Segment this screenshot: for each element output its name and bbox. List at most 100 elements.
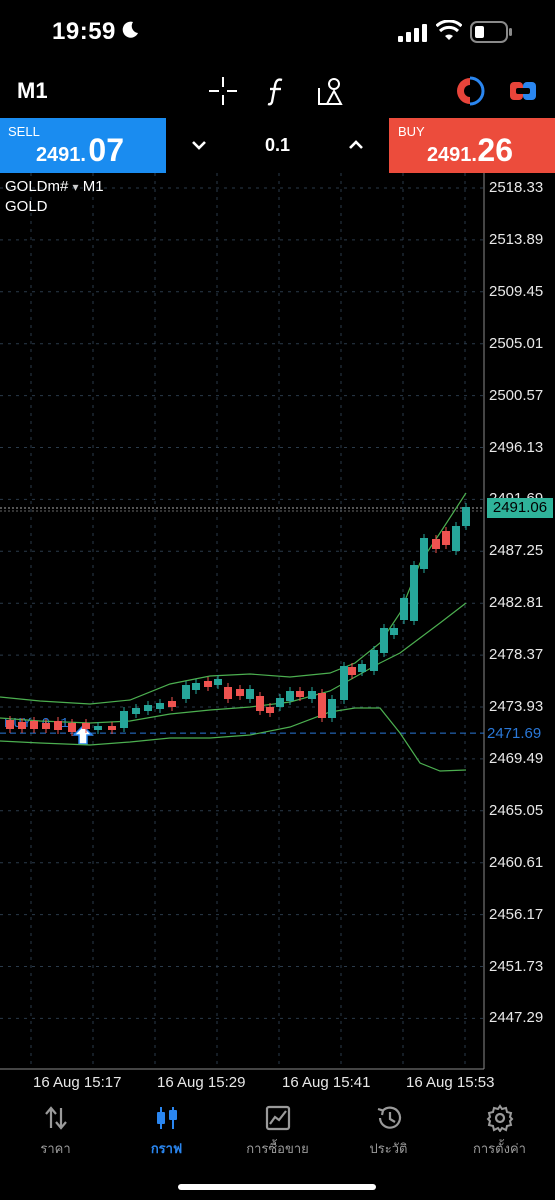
nav-quotes[interactable]: ราคา <box>0 1098 111 1168</box>
candle <box>224 687 232 699</box>
nav-trade-label: การซื้อขาย <box>246 1141 309 1156</box>
nav-chart-label: กราฟ <box>150 1141 183 1156</box>
trade-bar: SELL 2491. 07 0.1 BUY 2491. 26 <box>0 118 555 173</box>
lot-value[interactable]: 0.1 <box>264 135 291 155</box>
wifi-icon <box>436 20 462 40</box>
candle <box>204 681 212 687</box>
bollinger-upper <box>0 492 467 705</box>
candle <box>370 650 378 671</box>
y-axis-label: 2469.49 <box>489 749 544 767</box>
lot-increase-icon[interactable] <box>343 132 369 158</box>
bollinger-lower <box>0 707 467 772</box>
y-axis-label: 2478.37 <box>489 646 544 664</box>
sell-label: SELL <box>8 124 40 139</box>
candle <box>410 565 418 621</box>
lot-selector: 0.1 <box>166 118 389 173</box>
candle <box>156 703 164 709</box>
nav-settings-label: การตั้งค่า <box>473 1141 526 1156</box>
history-icon <box>377 1106 402 1129</box>
y-axis-label: 2513.89 <box>489 230 544 248</box>
candle <box>6 720 14 729</box>
y-axis-label: 2465.05 <box>489 801 544 819</box>
trade-panel-icon[interactable] <box>506 74 540 108</box>
timeframe-button[interactable]: M1 <box>17 78 48 103</box>
nav-quotes-label: ราคา <box>40 1141 71 1156</box>
chart-symbol[interactable]: GOLDm# ▾ M1 <box>5 178 104 195</box>
quotes-icon <box>45 1106 67 1130</box>
y-axis-label: 2496.13 <box>489 438 544 456</box>
buy-button[interactable]: BUY 2491. 26 <box>389 118 555 173</box>
indicators-icon[interactable] <box>260 74 294 108</box>
bid-price-label: 2491.06 <box>487 498 553 518</box>
nav-history[interactable]: ประวัติ <box>333 1098 444 1168</box>
candle <box>276 698 284 707</box>
lot-decrease-icon[interactable] <box>186 132 212 158</box>
y-axis-label: 2456.17 <box>489 905 544 923</box>
y-axis-label: 2509.45 <box>489 282 544 300</box>
candle <box>18 722 26 729</box>
y-axis-label: 2500.57 <box>489 386 544 404</box>
candle <box>120 711 128 728</box>
candle <box>192 683 200 690</box>
buy-marker-icon <box>72 724 94 745</box>
candle <box>286 691 294 701</box>
candle <box>380 628 388 653</box>
sell-button[interactable]: SELL 2491. 07 <box>0 118 166 173</box>
symbol-timeframe: M1 <box>82 178 104 195</box>
chart-icon <box>157 1107 177 1129</box>
objects-icon[interactable] <box>314 74 348 108</box>
x-axis-label: 16 Aug 15:17 <box>33 1074 122 1091</box>
candle <box>132 708 140 714</box>
bollinger-middle <box>0 602 467 724</box>
symbol-name: GOLDm# <box>5 178 69 195</box>
buy-price-big: 26 <box>477 132 513 168</box>
position-price-label: 2471.69 <box>487 725 542 742</box>
price-chart[interactable]: BUY 0.1 GOLDm# ▾ M1 GOLD 2518.33 2513.89 2… <box>0 173 555 1098</box>
candle <box>390 628 398 635</box>
candle <box>94 726 102 730</box>
home-indicator <box>178 1184 376 1190</box>
nav-chart[interactable]: กราฟ <box>111 1098 222 1168</box>
settings-icon <box>486 1104 514 1132</box>
candle <box>256 696 264 711</box>
x-axis-label: 16 Aug 15:53 <box>406 1074 495 1091</box>
nav-history-label: ประวัติ <box>369 1141 408 1156</box>
candle <box>358 664 366 672</box>
moon-icon <box>122 21 138 38</box>
status-time: 19:59 <box>52 18 116 45</box>
candle <box>82 723 90 729</box>
chart-canvas[interactable]: BUY 0.1 <box>0 173 555 1098</box>
candle <box>144 705 152 711</box>
candle <box>462 507 470 526</box>
y-axis-label: 2451.73 <box>489 957 544 975</box>
y-axis-label: 2482.81 <box>489 594 544 612</box>
sell-price-big: 07 <box>88 132 124 168</box>
candle <box>340 666 348 700</box>
y-axis-label: 2518.33 <box>489 179 544 196</box>
candle <box>348 667 356 675</box>
one-click-trading-icon[interactable] <box>453 74 487 108</box>
candle <box>108 726 116 730</box>
candle <box>442 531 450 545</box>
candle <box>214 679 222 685</box>
symbol-dropdown-icon[interactable]: ▾ <box>72 180 79 194</box>
candle <box>168 701 176 707</box>
candle <box>182 685 190 699</box>
candle <box>266 707 274 713</box>
y-axis-label: 2460.61 <box>489 853 544 871</box>
nav-settings[interactable]: การตั้งค่า <box>444 1098 555 1168</box>
nav-trade[interactable]: การซื้อขาย <box>222 1098 333 1168</box>
buy-price-small: 2491. <box>426 144 477 166</box>
candle <box>400 598 408 620</box>
candle <box>452 526 460 551</box>
crosshair-icon[interactable] <box>206 74 240 108</box>
candle <box>30 721 38 729</box>
chart-toolbar: M1 <box>0 66 555 118</box>
candle <box>308 691 316 699</box>
candle <box>246 689 254 699</box>
y-axis-label: 2447.29 <box>489 1009 544 1027</box>
candle <box>296 691 304 697</box>
candle <box>68 723 76 732</box>
symbol-description: GOLD <box>5 198 48 215</box>
candle <box>42 723 50 729</box>
